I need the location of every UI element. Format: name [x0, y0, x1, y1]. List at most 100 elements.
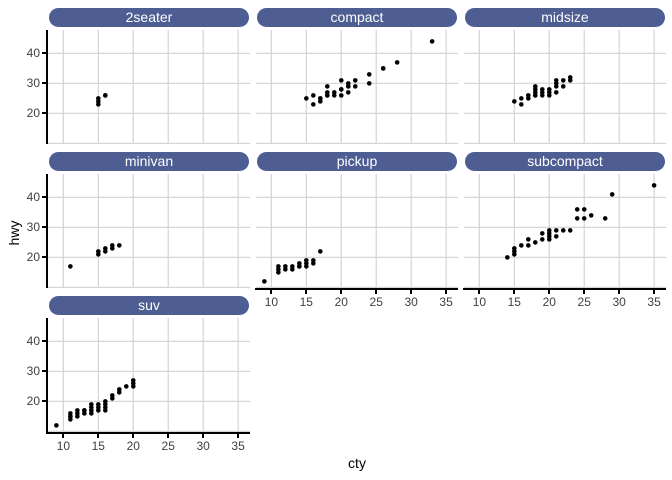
x-tick-label: 15 — [91, 439, 105, 453]
data-point — [68, 411, 73, 416]
y-tick-label: 20 — [26, 393, 40, 408]
x-tick-label: 20 — [334, 295, 348, 309]
data-point — [352, 84, 358, 89]
data-point — [512, 99, 517, 104]
facet-panel-svg — [48, 318, 250, 432]
data-point — [526, 93, 531, 98]
y-tick — [42, 112, 46, 115]
x-tick — [167, 434, 170, 438]
data-point — [96, 402, 101, 407]
x-tick — [445, 290, 448, 294]
x-tick-label: 35 — [439, 295, 453, 309]
data-point — [651, 183, 657, 188]
y-tick — [42, 370, 46, 373]
data-point — [588, 213, 594, 218]
data-point — [96, 96, 101, 101]
x-tick — [305, 290, 308, 294]
facet-label: suv — [138, 297, 160, 313]
y-tick — [42, 340, 46, 343]
facet-label: minivan — [124, 153, 174, 169]
x-tick — [340, 290, 343, 294]
data-point — [553, 78, 559, 83]
x-tick — [97, 434, 100, 438]
data-point — [429, 39, 435, 44]
data-point — [54, 423, 59, 428]
data-point — [116, 243, 122, 248]
facet-strip: 2seater — [49, 8, 249, 27]
y-tick — [42, 226, 46, 229]
data-point — [311, 102, 316, 107]
data-point — [311, 93, 316, 98]
y-tick — [42, 82, 46, 85]
x-tick-label: 15 — [299, 295, 313, 309]
data-point — [338, 87, 344, 92]
data-point — [110, 243, 115, 248]
data-point — [82, 408, 87, 413]
facet-panel-svg — [256, 174, 458, 288]
data-point — [567, 228, 573, 233]
data-point — [581, 207, 587, 212]
data-point — [519, 102, 524, 107]
data-point — [352, 78, 358, 83]
data-point — [519, 96, 524, 101]
x-tick — [132, 434, 135, 438]
facet-label: subcompact — [527, 153, 603, 169]
data-point — [276, 264, 281, 269]
x-tick-label: 10 — [472, 295, 487, 309]
x-tick — [270, 290, 273, 294]
data-point — [366, 72, 372, 77]
facet-panel-svg — [48, 174, 250, 288]
x-tick — [237, 434, 240, 438]
data-point — [546, 87, 552, 92]
data-point — [574, 207, 580, 212]
data-point — [130, 378, 136, 383]
x-tick-label: 25 — [577, 295, 591, 309]
y-tick-label: 30 — [26, 219, 40, 234]
data-point — [512, 246, 517, 251]
x-tick — [202, 434, 205, 438]
y-tick-label: 30 — [26, 75, 40, 90]
data-point — [304, 96, 309, 101]
x-axis-line — [255, 288, 458, 290]
facet-label: compact — [330, 9, 384, 25]
x-tick — [618, 290, 621, 294]
data-point — [262, 279, 267, 284]
y-tick — [42, 256, 46, 259]
data-point — [290, 264, 295, 269]
data-point — [338, 78, 344, 83]
data-point — [567, 75, 573, 80]
data-point — [526, 237, 531, 242]
facet-label: pickup — [336, 153, 378, 169]
y-tick-label: 40 — [26, 333, 40, 348]
data-point — [311, 258, 316, 263]
data-point — [602, 216, 608, 221]
x-tick-label: 15 — [507, 295, 521, 309]
data-point — [539, 87, 545, 92]
data-point — [574, 216, 580, 221]
x-tick-label: 25 — [369, 295, 383, 309]
data-point — [609, 192, 615, 197]
facet-panel-svg — [464, 30, 666, 144]
y-tick — [42, 52, 46, 55]
y-tick-label: 40 — [26, 45, 40, 60]
facet-label: midsize — [541, 9, 589, 25]
data-point — [331, 90, 337, 95]
data-point — [553, 228, 559, 233]
data-point — [324, 84, 330, 89]
data-point — [68, 264, 73, 269]
data-point — [532, 240, 538, 245]
data-point — [539, 237, 545, 242]
facet-panel-svg — [464, 174, 666, 288]
data-point — [539, 231, 545, 236]
data-point — [304, 258, 309, 263]
x-tick-label: 35 — [231, 439, 245, 453]
x-axis-line — [463, 288, 666, 290]
data-point — [394, 60, 400, 65]
facet-panel-svg — [48, 30, 250, 144]
data-point — [116, 387, 122, 392]
data-point — [318, 96, 323, 101]
data-point — [318, 249, 323, 254]
x-tick-label: 10 — [56, 439, 71, 453]
x-tick-label: 30 — [404, 295, 418, 309]
